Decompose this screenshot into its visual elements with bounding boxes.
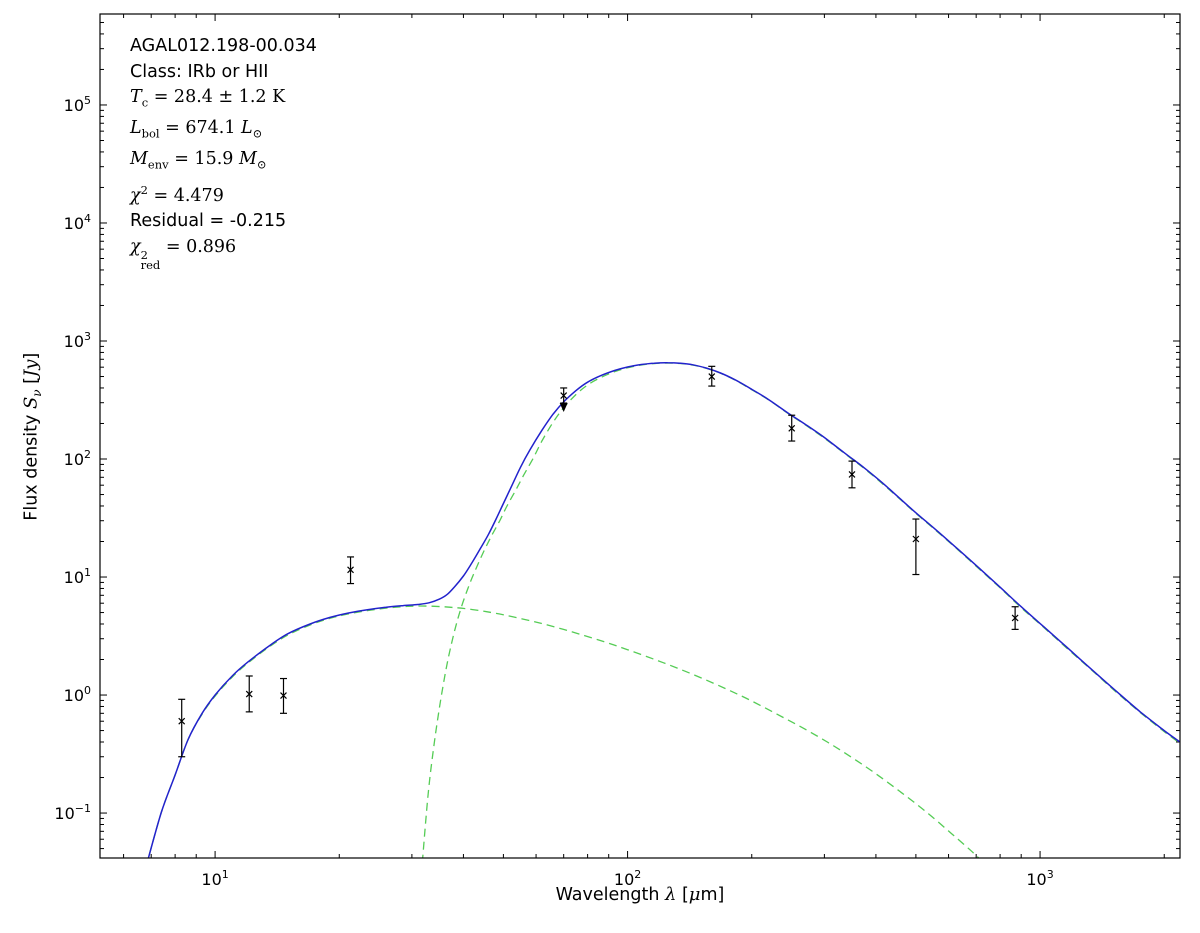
lbol-subscript: bol [141,126,160,141]
menv-symbol: M [130,149,148,169]
x-tick-label: 103 [1026,868,1053,889]
reduced-chi-squared-value: = 0.896 [160,236,237,257]
x-label-text: Wavelength [555,885,665,905]
x-tick-label: 101 [201,868,228,889]
chi-squared-value: = 4.479 [147,185,224,206]
y-tick-label: 100 [64,684,91,705]
warm-component-curve [147,605,980,858]
data-point [708,365,716,387]
nu-subscript: ν [29,389,44,397]
chi-red-subscript: red [140,257,161,272]
chi-red-supsub: 2 red [140,247,161,272]
fit-parameters-panel: AGAL012.198-00.034 Class: IRb or HII Tc … [130,34,317,272]
data-point [279,677,287,714]
lsun-symbol: L [241,118,253,138]
chi-red-exponent: 2 [140,247,148,262]
lbol-symbol: L [130,118,142,138]
lbol-value: = 674.1 [159,118,242,138]
data-point [178,698,186,758]
residual-line: Residual = -0.215 [130,211,287,232]
axes-frame [99,13,1181,859]
tc-symbol: T [130,87,142,107]
envelope-mass-line: Menv = 15.9 M⊙ [130,147,317,178]
y-label-unit: Jy [20,359,42,378]
tc-value: = 28.4 ± 1.2 K [148,87,286,107]
sun-subscript: ⊙ [252,126,263,141]
flux-symbol: S [20,396,42,410]
x-label-bracket: [ [676,885,689,905]
y-label-bracket: [ [21,377,42,390]
menv-value: = 15.9 [168,149,239,169]
data-point [559,387,568,413]
chi-symbol: χ [130,236,141,257]
data-point [1011,606,1019,630]
msun-symbol: M [238,149,257,169]
y-tick-label: 10−1 [54,802,91,823]
chi-symbol: χ [130,185,141,206]
chi-exponent: 2 [140,183,148,197]
bolometric-luminosity-line: Lbol = 674.1 L⊙ [130,116,317,147]
y-tick-label: 104 [64,212,91,233]
data-point [245,675,253,713]
total-model-curve [147,362,1180,858]
class-label: Class: IRb or HII [130,61,269,82]
data-point [912,518,920,576]
y-tick-label: 103 [64,330,91,351]
x-axis-label: Wavelength λ [μm] [100,884,1180,905]
tc-subscript: c [141,95,149,110]
y-tick-label: 102 [64,448,91,469]
source-name: AGAL012.198-00.034 [130,36,317,56]
y-axis-label: Flux density Sν [Jy] [20,237,44,637]
dust-temperature-line: Tc = 28.4 ± 1.2 K [130,85,317,116]
lambda-symbol: λ [664,884,677,905]
x-label-unit: m] [700,885,725,905]
data-point [848,460,856,489]
sun-subscript: ⊙ [256,157,267,172]
reduced-chi-squared-line: χ 2 red = 0.896 [130,235,317,272]
cold-component-curve [422,362,1180,858]
mu-symbol: μ [688,884,701,905]
y-tick-label: 105 [64,94,91,115]
y-label-bracket-close: ] [21,352,42,360]
y-label-text: Flux density [21,409,42,521]
axis-ticks [100,14,1180,858]
y-tick-label: 101 [64,566,91,587]
data-point [788,414,796,442]
chi-squared-line: χ2 = 4.479 [130,178,317,209]
data-point [347,556,355,585]
upper-limit-arrow-icon [559,403,568,413]
x-tick-label: 102 [614,868,641,889]
menv-subscript: env [147,157,169,172]
